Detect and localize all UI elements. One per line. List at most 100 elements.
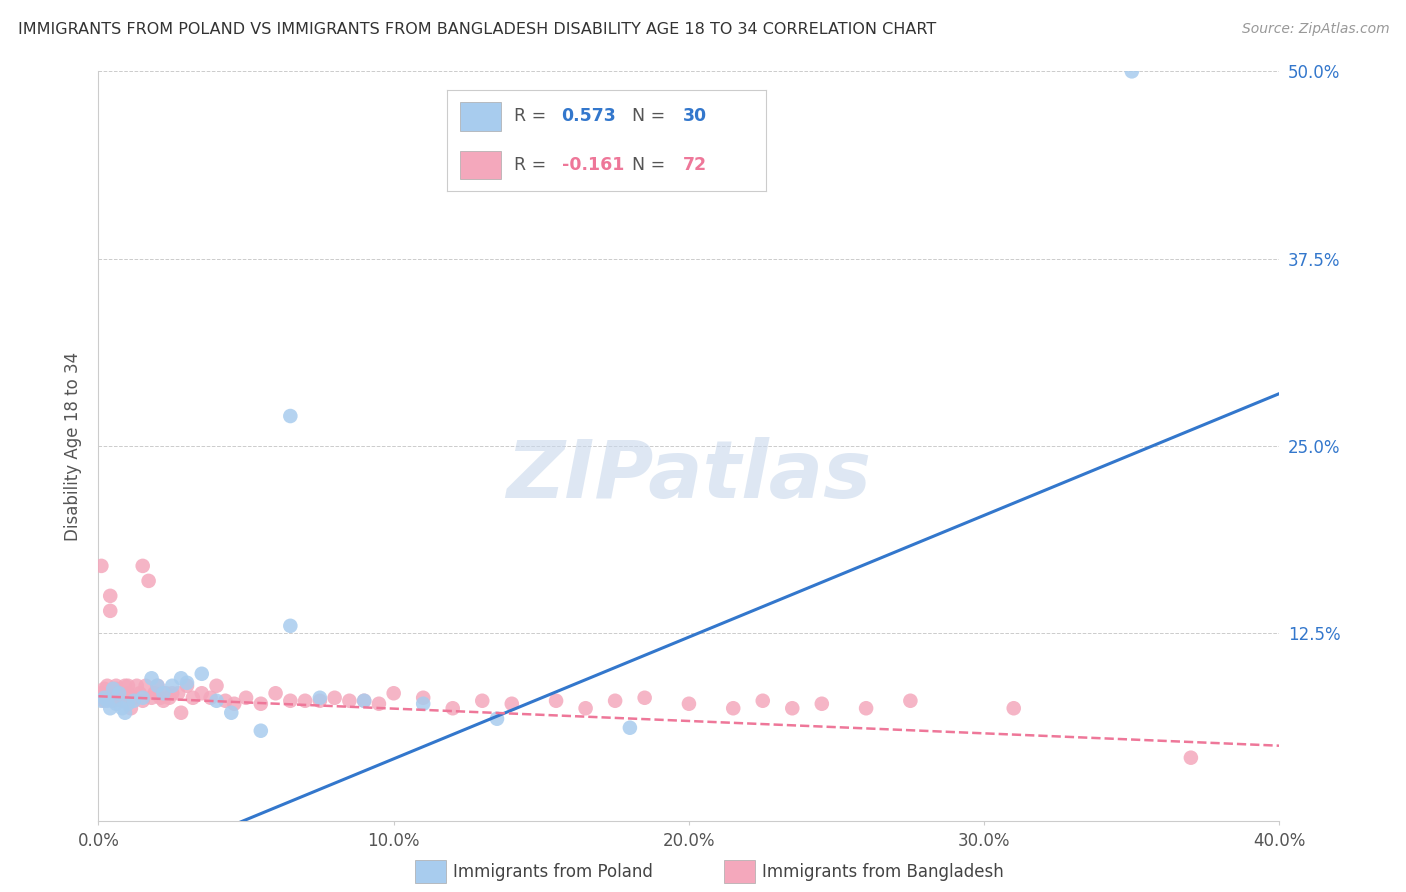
- Point: [309, 690, 332, 705]
- Point: [114, 706, 136, 720]
- Point: [782, 701, 804, 715]
- Point: [723, 701, 745, 715]
- Point: [96, 694, 118, 708]
- Point: [141, 690, 163, 705]
- Point: [122, 694, 145, 708]
- Text: IMMIGRANTS FROM POLAND VS IMMIGRANTS FROM BANGLADESH DISABILITY AGE 18 TO 34 COR: IMMIGRANTS FROM POLAND VS IMMIGRANTS FRO…: [18, 22, 936, 37]
- Point: [605, 694, 627, 708]
- Point: [132, 694, 155, 708]
- Y-axis label: Disability Age 18 to 34: Disability Age 18 to 34: [65, 351, 83, 541]
- Point: [132, 558, 155, 573]
- Point: [105, 679, 128, 693]
- Point: [162, 679, 183, 693]
- Point: [280, 619, 302, 633]
- Point: [224, 697, 246, 711]
- Point: [176, 679, 198, 693]
- Point: [619, 721, 641, 735]
- Point: [98, 701, 121, 715]
- Point: [250, 723, 273, 738]
- Point: [157, 690, 180, 705]
- Point: [200, 690, 222, 705]
- Point: [900, 694, 922, 708]
- Point: [170, 671, 193, 685]
- Point: [111, 701, 134, 715]
- Point: [143, 686, 166, 700]
- Point: [146, 679, 169, 693]
- Point: [108, 686, 131, 700]
- Point: [98, 604, 121, 618]
- Point: [93, 690, 115, 705]
- Text: Immigrants from Poland: Immigrants from Poland: [453, 863, 652, 881]
- Point: [353, 694, 375, 708]
- Point: [103, 694, 125, 708]
- Point: [111, 690, 134, 705]
- Point: [120, 701, 142, 715]
- Point: [339, 694, 361, 708]
- Point: [149, 690, 172, 705]
- Point: [125, 679, 148, 693]
- Point: [128, 686, 150, 700]
- Point: [108, 686, 131, 700]
- Point: [135, 679, 157, 693]
- Point: [191, 686, 214, 700]
- Point: [575, 701, 598, 715]
- Point: [146, 679, 169, 693]
- Point: [368, 697, 391, 711]
- Point: [138, 574, 160, 588]
- Point: [412, 690, 434, 705]
- Point: [98, 589, 121, 603]
- Point: [108, 690, 131, 705]
- Point: [264, 686, 287, 700]
- Point: [810, 697, 832, 711]
- Point: [1121, 64, 1143, 78]
- Point: [167, 686, 190, 700]
- Point: [141, 671, 163, 685]
- Point: [280, 694, 302, 708]
- Point: [486, 712, 509, 726]
- Point: [114, 679, 136, 693]
- Point: [181, 690, 204, 705]
- Point: [221, 706, 243, 720]
- Point: [103, 681, 125, 696]
- Point: [96, 679, 118, 693]
- Point: [235, 690, 257, 705]
- Point: [90, 694, 112, 708]
- Point: [90, 558, 112, 573]
- Point: [111, 694, 134, 708]
- Point: [105, 697, 128, 711]
- Point: [117, 679, 139, 693]
- Point: [191, 666, 214, 681]
- Point: [280, 409, 302, 423]
- Point: [382, 686, 405, 700]
- Point: [250, 697, 273, 711]
- Point: [412, 697, 434, 711]
- Point: [152, 686, 174, 700]
- Point: [132, 690, 155, 705]
- Point: [176, 675, 198, 690]
- Point: [471, 694, 494, 708]
- Point: [96, 690, 118, 705]
- Point: [1180, 750, 1202, 764]
- Point: [678, 697, 700, 711]
- Point: [152, 694, 174, 708]
- Point: [294, 694, 316, 708]
- Point: [634, 690, 657, 705]
- Point: [117, 686, 139, 700]
- Point: [752, 694, 775, 708]
- Point: [117, 697, 139, 711]
- Point: [353, 694, 375, 708]
- Point: [90, 686, 112, 700]
- Point: [205, 694, 228, 708]
- Point: [441, 701, 464, 715]
- Point: [855, 701, 877, 715]
- Point: [122, 690, 145, 705]
- Point: [205, 679, 228, 693]
- Point: [103, 686, 125, 700]
- Point: [214, 694, 236, 708]
- Point: [93, 681, 115, 696]
- Point: [546, 694, 568, 708]
- Text: Source: ZipAtlas.com: Source: ZipAtlas.com: [1241, 22, 1389, 37]
- Text: Immigrants from Bangladesh: Immigrants from Bangladesh: [762, 863, 1004, 881]
- Point: [162, 686, 183, 700]
- Point: [501, 697, 523, 711]
